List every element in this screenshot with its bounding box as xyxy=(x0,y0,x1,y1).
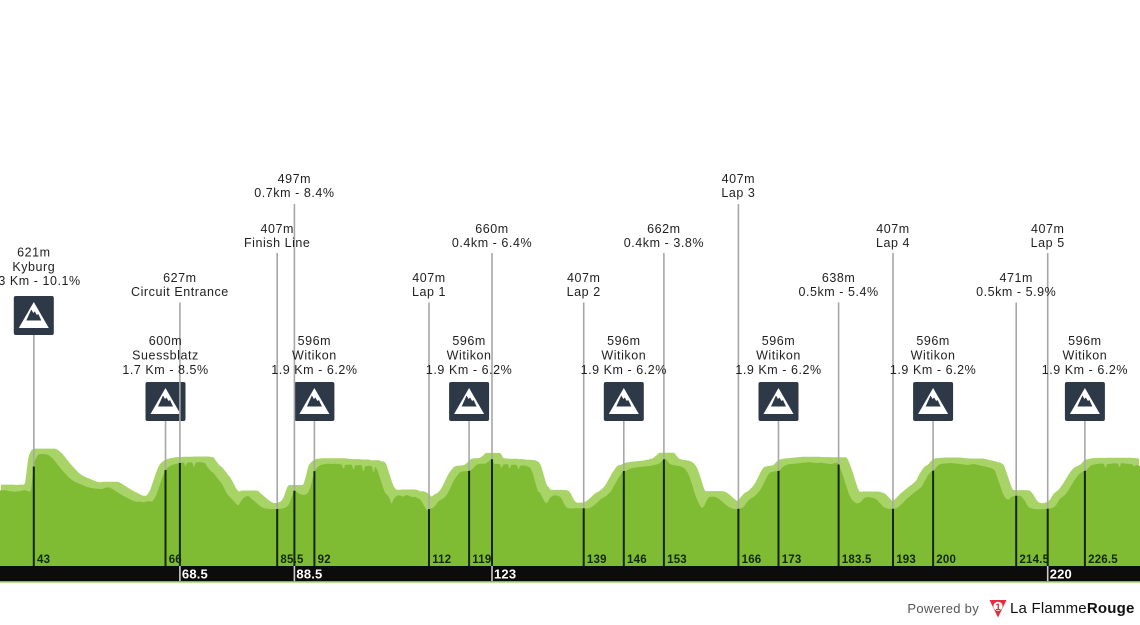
svg-text:Witikon: Witikon xyxy=(756,349,801,363)
svg-text:Witikon: Witikon xyxy=(1062,349,1107,363)
svg-text:660m: 660m xyxy=(475,222,508,236)
svg-text:183.5: 183.5 xyxy=(842,554,872,566)
svg-text:0.7km - 8.4%: 0.7km - 8.4% xyxy=(254,186,334,200)
svg-text:407m: 407m xyxy=(412,271,445,285)
svg-text:Powered by: Powered by xyxy=(907,601,979,616)
svg-text:407m: 407m xyxy=(567,271,600,285)
svg-text:0.4km - 6.4%: 0.4km - 6.4% xyxy=(452,236,532,250)
svg-text:1.9 Km - 6.2%: 1.9 Km - 6.2% xyxy=(271,363,357,377)
svg-text:Witikon: Witikon xyxy=(447,349,492,363)
svg-text:627m: 627m xyxy=(163,271,196,285)
svg-text:85.5: 85.5 xyxy=(280,554,304,566)
svg-text:123: 123 xyxy=(494,567,516,582)
svg-text:0.4km - 3.8%: 0.4km - 3.8% xyxy=(624,236,704,250)
svg-text:68.5: 68.5 xyxy=(182,567,208,582)
svg-text:Finish Line: Finish Line xyxy=(244,236,311,250)
svg-text:471m: 471m xyxy=(999,271,1032,285)
svg-text:596m: 596m xyxy=(452,334,485,348)
svg-text:173: 173 xyxy=(782,554,802,566)
svg-text:220: 220 xyxy=(1050,567,1072,582)
svg-text:Lap 5: Lap 5 xyxy=(1031,236,1065,250)
svg-text:166: 166 xyxy=(742,554,762,566)
svg-text:Witikon: Witikon xyxy=(601,349,646,363)
svg-text:2.3 Km - 10.1%: 2.3 Km - 10.1% xyxy=(0,274,81,288)
svg-text:Lap 2: Lap 2 xyxy=(567,285,601,299)
svg-text:596m: 596m xyxy=(762,334,795,348)
svg-text:200: 200 xyxy=(936,554,956,566)
svg-text:Kyburg: Kyburg xyxy=(12,260,55,274)
svg-text:226.5: 226.5 xyxy=(1088,554,1118,566)
svg-text:Suessblatz: Suessblatz xyxy=(132,349,199,363)
svg-text:0.5km - 5.9%: 0.5km - 5.9% xyxy=(976,285,1056,299)
svg-text:596m: 596m xyxy=(607,334,640,348)
svg-text:43: 43 xyxy=(37,554,50,566)
svg-text:1.9 Km - 6.2%: 1.9 Km - 6.2% xyxy=(890,363,976,377)
svg-text:193: 193 xyxy=(896,554,916,566)
svg-text:1.9 Km - 6.2%: 1.9 Km - 6.2% xyxy=(1042,363,1128,377)
svg-text:Circuit Entrance: Circuit Entrance xyxy=(131,285,229,299)
svg-text:407m: 407m xyxy=(1031,222,1064,236)
svg-text:214.5: 214.5 xyxy=(1019,554,1049,566)
svg-text:407m: 407m xyxy=(722,172,755,186)
svg-text:139: 139 xyxy=(587,554,607,566)
svg-text:596m: 596m xyxy=(298,334,331,348)
svg-text:1.9 Km - 6.2%: 1.9 Km - 6.2% xyxy=(426,363,512,377)
svg-text:153: 153 xyxy=(667,554,687,566)
svg-text:596m: 596m xyxy=(1068,334,1101,348)
svg-text:596m: 596m xyxy=(916,334,949,348)
svg-text:621m: 621m xyxy=(17,246,50,260)
svg-text:Lap 4: Lap 4 xyxy=(876,236,910,250)
svg-text:638m: 638m xyxy=(822,271,855,285)
svg-text:0.5km - 5.4%: 0.5km - 5.4% xyxy=(798,285,878,299)
svg-text:1.9 Km - 6.2%: 1.9 Km - 6.2% xyxy=(581,363,667,377)
svg-text:1.7 Km - 8.5%: 1.7 Km - 8.5% xyxy=(122,363,208,377)
svg-text:Lap 3: Lap 3 xyxy=(721,186,755,200)
svg-text:1: 1 xyxy=(995,602,1001,613)
svg-text:407m: 407m xyxy=(876,222,909,236)
svg-text:112: 112 xyxy=(432,554,451,566)
svg-text:600m: 600m xyxy=(149,334,182,348)
svg-text:La FlammeRouge: La FlammeRouge xyxy=(1010,600,1135,617)
svg-text:119: 119 xyxy=(472,554,491,566)
svg-text:662m: 662m xyxy=(647,222,680,236)
svg-text:497m: 497m xyxy=(278,172,311,186)
svg-text:66: 66 xyxy=(169,554,182,566)
svg-text:Witikon: Witikon xyxy=(292,349,337,363)
svg-text:92: 92 xyxy=(318,554,331,566)
svg-text:407m: 407m xyxy=(260,222,293,236)
svg-text:Lap 1: Lap 1 xyxy=(412,285,446,299)
svg-text:Witikon: Witikon xyxy=(911,349,956,363)
svg-text:146: 146 xyxy=(627,554,647,566)
svg-text:88.5: 88.5 xyxy=(296,567,322,582)
svg-text:1.9 Km - 6.2%: 1.9 Km - 6.2% xyxy=(735,363,821,377)
